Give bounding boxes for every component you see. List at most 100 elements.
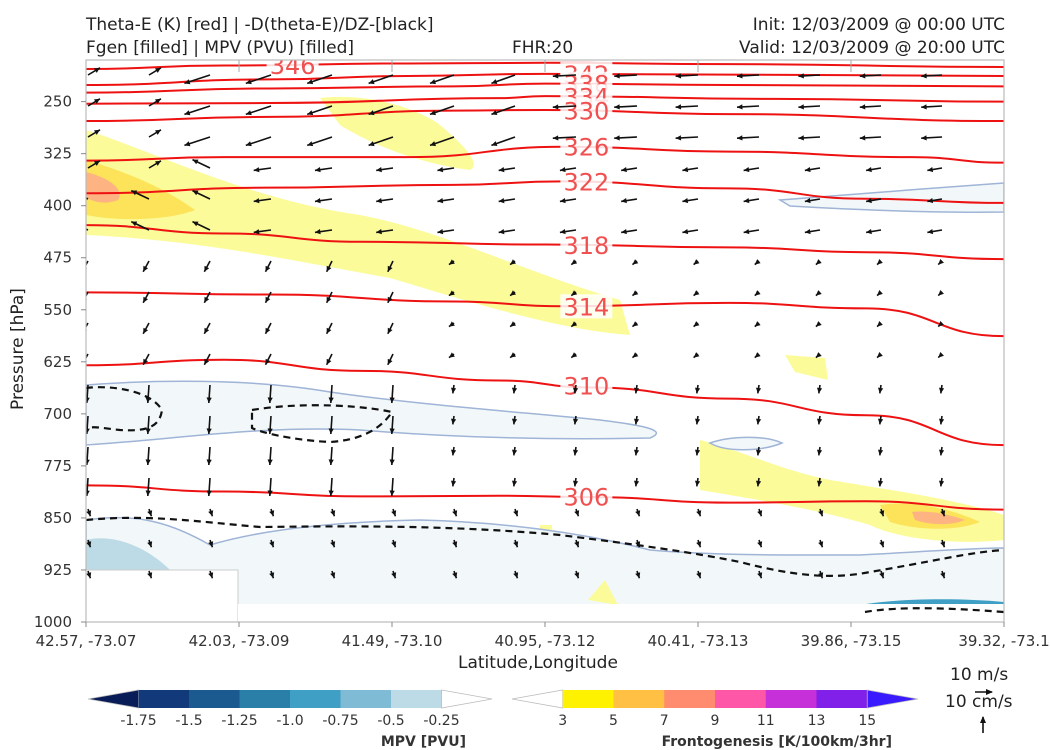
theta-e-contour-label: 322 <box>563 168 609 196</box>
wind-vector-head <box>859 104 866 110</box>
wind-vector-head <box>145 397 151 403</box>
valid-time: Valid: 12/03/2009 @ 20:00 UTC <box>739 38 1005 58</box>
wind-vector-head <box>927 166 934 173</box>
wind-vector-head <box>265 265 271 272</box>
wind-vector-head <box>265 327 271 334</box>
wind-vector-head <box>314 167 321 173</box>
wind-vector-head <box>70 191 76 196</box>
wind-vector-head <box>269 510 275 517</box>
y-tick-label: 625 <box>43 353 72 371</box>
wind-vector-head <box>368 110 375 116</box>
wind-vector-head <box>145 459 151 465</box>
wind-vector-head <box>510 321 517 327</box>
wind-vector-head <box>571 321 578 327</box>
mpv-region-small <box>708 436 784 451</box>
wind-vector-head <box>86 572 92 579</box>
x-axis-label: Latitude,Longitude <box>458 653 618 673</box>
wind-vector-head <box>859 73 866 79</box>
wind-vector-head <box>815 290 822 296</box>
wind-vector-head <box>430 110 436 116</box>
wind-vector-head <box>245 79 252 85</box>
wind-vector-head <box>940 572 946 579</box>
stability-contours <box>86 386 1004 614</box>
wind-vector-head <box>326 358 332 365</box>
theta-e-label-bg <box>560 232 613 257</box>
wind-vector-head <box>147 572 153 579</box>
wind-vector-head <box>330 510 336 517</box>
wind-vector-head <box>430 141 436 147</box>
wind-vector-head <box>86 459 90 465</box>
wind-vector-head <box>391 510 397 517</box>
wind-vector-head <box>877 321 883 327</box>
stability-dashed-contour <box>250 404 394 444</box>
wind-vector-head <box>798 135 804 141</box>
wind-vector-head <box>206 490 212 496</box>
wind-vector-head <box>614 135 620 141</box>
wind-vector-head <box>877 352 883 358</box>
mpv-colorbar-swatch <box>239 690 291 708</box>
theta-e-contour-label: 310 <box>563 372 609 400</box>
wind-vector-head <box>326 327 332 334</box>
stability-dashed-contour <box>86 386 164 432</box>
wind-vector-head <box>437 167 444 173</box>
wind-vector-head <box>387 296 393 303</box>
wind-vector-head <box>927 228 934 235</box>
wind-vector-head <box>552 73 559 79</box>
wind-vector-head <box>693 259 700 265</box>
wind-vector-head <box>755 387 762 394</box>
fgen-colorbar-swatch <box>562 690 614 708</box>
wind-vector-head <box>265 296 271 303</box>
wind-vector-head <box>755 480 762 487</box>
wind-vector-head <box>574 572 580 579</box>
wind-vector-head <box>491 141 498 147</box>
x-tick-label: 42.57, -73.07 <box>36 632 137 650</box>
wind-vector-head <box>572 480 579 487</box>
wind-vector-head <box>757 510 763 517</box>
x-tick-label: 40.95, -73.12 <box>495 632 596 650</box>
wind-vector-head <box>938 320 944 327</box>
wind-vector-head <box>206 397 212 403</box>
wind-vector-head <box>204 265 210 272</box>
wind-vector-head <box>450 387 457 394</box>
wind-vector-head <box>635 510 641 517</box>
wind-vector-head <box>450 449 457 456</box>
mpv-colorbar-tick-label: -1.75 <box>120 713 156 729</box>
fgen-region-mid <box>785 355 828 380</box>
wind-vector-head <box>184 79 191 85</box>
wind-vector-head <box>866 228 872 235</box>
wind-vector-head <box>694 418 701 425</box>
wind-vector-head <box>368 141 375 147</box>
wind-vector-head <box>267 397 273 403</box>
wind-vector-head <box>498 167 505 173</box>
wind-vector-head <box>694 449 701 456</box>
wind-vector-head <box>326 265 332 272</box>
wind-vector-head <box>754 321 761 327</box>
wind-key-horizontal-label: 10 m/s <box>950 665 1009 685</box>
wind-vector <box>86 322 89 329</box>
mpv-colorbar-tick-label: -0.75 <box>322 713 358 729</box>
wind-vector-head <box>307 79 314 85</box>
wind-vector-head <box>208 541 214 548</box>
theta-e-contour <box>86 61 1004 71</box>
theta-e-contour-label: 314 <box>563 293 609 321</box>
terrain-mask-right <box>850 604 1004 622</box>
wind-vector-head <box>743 228 750 235</box>
wind-vector-head <box>879 572 885 579</box>
wind-vector-head <box>94 129 100 135</box>
wind-vector-head <box>498 198 505 204</box>
wind-vector-head <box>818 541 824 548</box>
wind-vector-head <box>452 510 458 517</box>
wind-vector-head <box>574 510 580 517</box>
wind-vector-head <box>448 321 455 327</box>
wind-vector-head <box>328 490 334 496</box>
wind-vector-head <box>614 104 620 110</box>
y-tick-label: 550 <box>43 301 72 319</box>
theta-e-label-bg <box>560 373 613 398</box>
wind-vector-head <box>328 459 334 465</box>
wind-vector-head <box>632 352 639 358</box>
theta-e-label-bg <box>266 60 319 78</box>
mpv-region-lower-strong <box>86 538 175 575</box>
wind-vector-head <box>86 397 90 403</box>
wind-vector-head <box>621 229 627 235</box>
theta-e-contour-label: 318 <box>563 232 609 260</box>
